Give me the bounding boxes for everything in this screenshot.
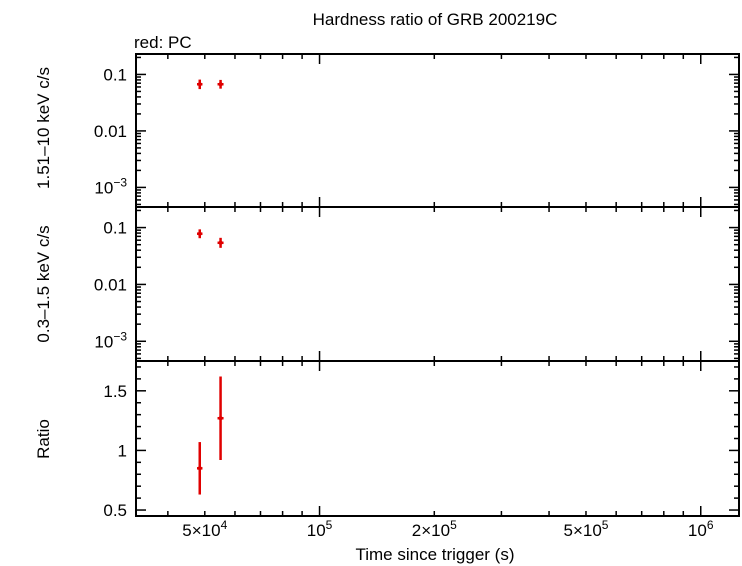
x-tick-label: 105 — [307, 518, 333, 540]
x-tick-label: 106 — [688, 518, 714, 540]
data-point — [197, 466, 202, 471]
x-tick-labels: 5×104 105 2×105 5×105 106 — [182, 518, 714, 540]
data-point — [218, 240, 223, 245]
y-tick-label: 0.1 — [103, 219, 127, 238]
panel-ratio: 0.5 1 1.5 Ratio — [34, 360, 740, 520]
x-axis-label: Time since trigger (s) — [355, 545, 514, 564]
data-point — [197, 231, 202, 236]
y-tick-label: 0.5 — [103, 501, 127, 520]
panel-frame — [135, 360, 740, 517]
y-tick-label: 10−3 — [94, 329, 127, 351]
y-tick-label: 10−3 — [94, 175, 127, 197]
x-tick-label: 5×105 — [563, 518, 608, 540]
y-tick-label: 0.01 — [94, 122, 127, 141]
y-tick-label: 1.5 — [103, 382, 127, 401]
y-axis-label-hard: 1.51–10 keV c/s — [34, 67, 53, 189]
y-axis-label-soft: 0.3–1.5 keV c/s — [34, 225, 53, 342]
x-tick-label: 2×105 — [412, 518, 457, 540]
data-point — [218, 82, 223, 87]
x-tick-label: 5×104 — [182, 518, 227, 540]
panel-frame — [135, 53, 740, 208]
chart-title: Hardness ratio of GRB 200219C — [313, 10, 558, 29]
y-tick-label: 0.1 — [103, 65, 127, 84]
y-tick-label: 1 — [118, 441, 127, 460]
y-tick-label: 0.01 — [94, 275, 127, 294]
panel-hard: 0.1 0.01 10−3 1.51–10 keV c/s — [34, 53, 740, 208]
data-point — [218, 416, 223, 421]
data-point — [197, 82, 202, 87]
y-axis-label-ratio: Ratio — [34, 419, 53, 459]
panel-frame — [135, 206, 740, 362]
legend-label: red: PC — [134, 33, 192, 52]
panel-soft: 0.1 0.01 10−3 0.3–1.5 keV c/s — [34, 206, 740, 362]
